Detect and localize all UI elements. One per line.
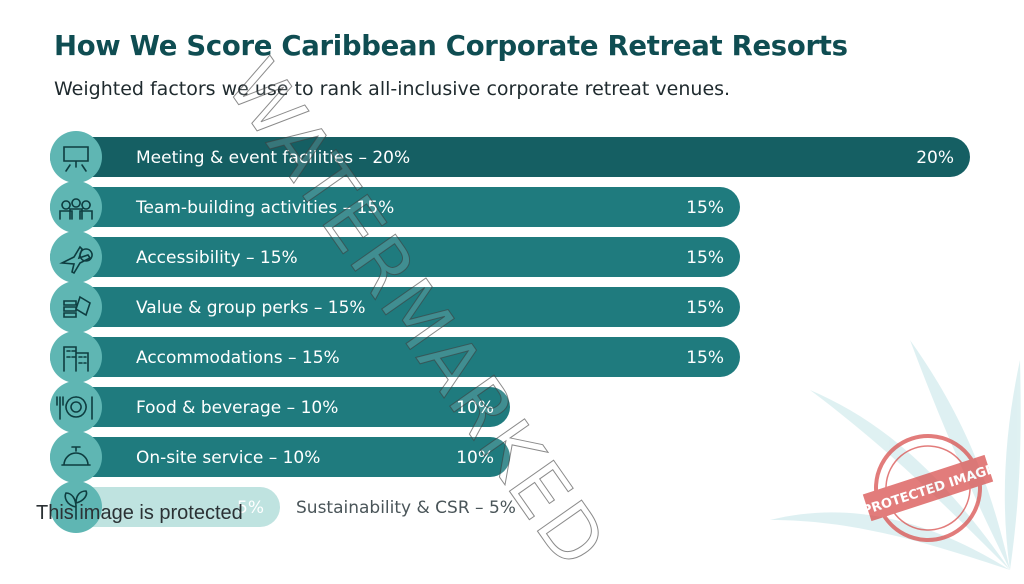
bar (50, 437, 510, 477)
bar-row: Value & group perks – 15% 15% (50, 281, 740, 333)
chart-subtitle: Weighted factors we use to rank all-incl… (54, 78, 731, 100)
value-label: 15% (686, 198, 724, 218)
protected-stamp-icon: PROTECTED IMAGE (861, 434, 997, 542)
bar (50, 187, 740, 227)
value-label: 15% (686, 348, 724, 368)
protected-notice: This image is protected (36, 502, 243, 524)
value-label: 5% (237, 498, 264, 518)
leaf-sprout-icon (64, 490, 88, 520)
icon-circle (50, 381, 102, 433)
meeting-presentation-icon (63, 146, 89, 172)
bar-row: Accessibility – 15% 15% (50, 231, 740, 283)
value-label: 20% (916, 148, 954, 168)
icon-circle (50, 431, 102, 483)
bar (50, 337, 740, 377)
category-label: Accommodations – 15% (136, 348, 340, 368)
icon-circle (50, 231, 102, 283)
category-label: Accessibility – 15% (136, 248, 298, 268)
bar (50, 387, 510, 427)
value-label: 15% (686, 298, 724, 318)
value-label: 10% (456, 398, 494, 418)
bar (50, 137, 970, 177)
category-label: Food & beverage – 10% (136, 398, 338, 418)
category-label: Value & group perks – 15% (136, 298, 366, 318)
service-bell-icon (61, 446, 91, 466)
coins-tag-icon (63, 295, 91, 318)
chart-title: How We Score Caribbean Corporate Retreat… (54, 30, 848, 62)
bar (50, 237, 740, 277)
icon-circle (50, 131, 102, 183)
value-label: 15% (686, 248, 724, 268)
airplane-clock-icon (59, 245, 93, 275)
bar (50, 487, 280, 527)
category-label: Meeting & event facilities – 20% (136, 148, 410, 168)
category-label: Sustainability & CSR – 5% (296, 498, 516, 518)
bar (50, 287, 740, 327)
bar-row: On-site service – 10% 10% (50, 431, 510, 483)
bar-row: 5% Sustainability & CSR – 5% (50, 481, 516, 533)
category-label: On-site service – 10% (136, 448, 320, 468)
bar-row: Accommodations – 15% 15% (50, 331, 740, 383)
category-label: Team-building activities – 15% (135, 198, 394, 218)
bar-row: Meeting & event facilities – 20% 20% (50, 131, 970, 183)
building-icon (63, 346, 89, 372)
dining-plate-icon (56, 396, 93, 420)
bar-row: Food & beverage – 10% 10% (50, 381, 510, 433)
bar-chart: Meeting & event facilities – 20% 20% Team-… (50, 131, 970, 533)
value-label: 10% (456, 448, 494, 468)
team-people-icon (59, 198, 93, 220)
bar-row: Team-building activities – 15% 15% (50, 181, 740, 233)
